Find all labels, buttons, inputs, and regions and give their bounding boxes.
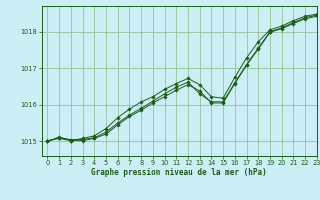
X-axis label: Graphe pression niveau de la mer (hPa): Graphe pression niveau de la mer (hPa) bbox=[91, 168, 267, 177]
